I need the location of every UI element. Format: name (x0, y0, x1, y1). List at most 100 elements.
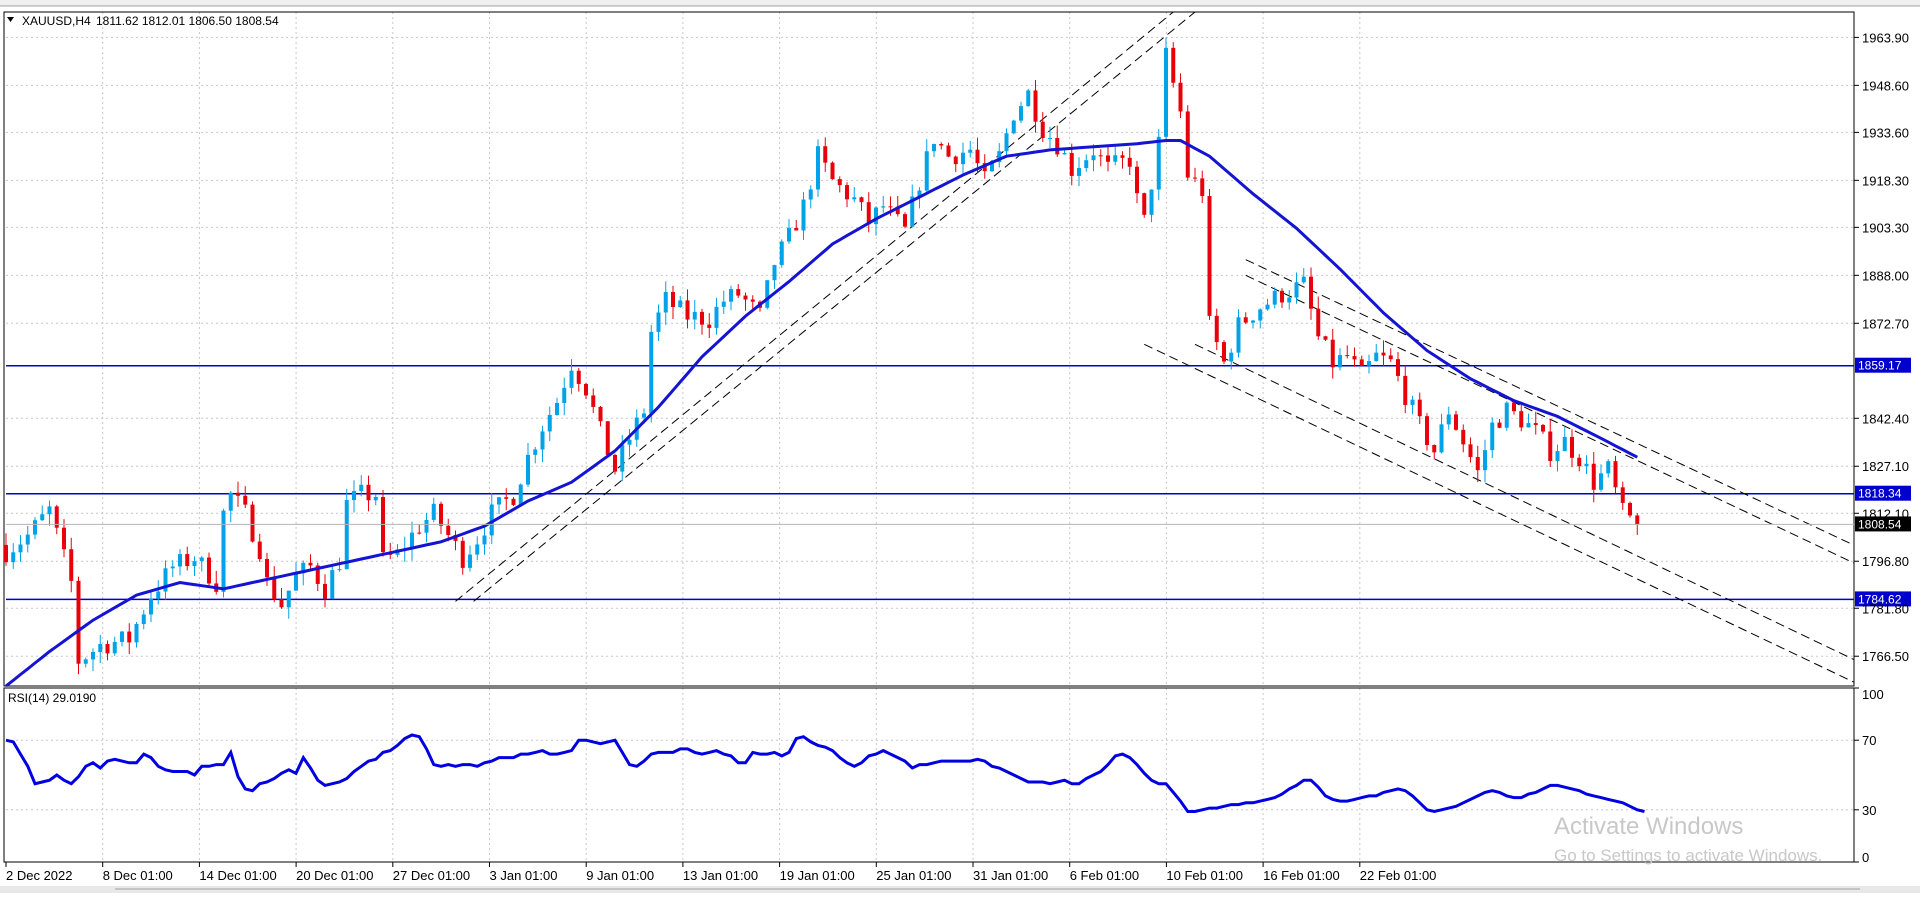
candle-body (852, 197, 856, 199)
candle-body (352, 491, 356, 500)
candle-body (113, 642, 117, 653)
candle-body (1302, 277, 1306, 283)
price-axis[interactable]: 1963.901948.601933.601918.301903.301888.… (1854, 30, 1909, 664)
candle-body (1519, 411, 1523, 427)
candle-body (1353, 356, 1357, 359)
candle-body (606, 421, 610, 455)
candle-body (309, 563, 313, 566)
rsi-tick-label: 70 (1862, 733, 1876, 748)
candle-body (1063, 153, 1067, 154)
candle-body (11, 552, 15, 562)
candle-body (120, 632, 124, 642)
candle-body (243, 496, 247, 505)
candle-body (1128, 158, 1132, 167)
level-label: 1859.17 (1858, 359, 1902, 373)
candle-body (504, 497, 508, 499)
trend-line[interactable] (1246, 260, 1920, 677)
candle-body (1498, 423, 1502, 428)
candle-body (40, 514, 44, 520)
candle-body (657, 312, 661, 331)
candle-body (1070, 153, 1074, 176)
candle-body (483, 535, 487, 544)
candle-body (1150, 190, 1154, 215)
candle-body (1055, 138, 1059, 154)
trend-line[interactable] (1246, 275, 1920, 695)
candle-body (77, 581, 81, 664)
candle-body (1331, 340, 1335, 368)
candle-body (1628, 503, 1632, 516)
candle-body (251, 505, 255, 542)
candle-body (338, 569, 342, 570)
candle-body (280, 599, 284, 607)
candle-body (1012, 121, 1016, 134)
candle-body (1193, 178, 1197, 179)
candle-body (446, 526, 450, 535)
time-tick-label: 10 Feb 01:00 (1166, 868, 1243, 883)
time-tick-label: 9 Jan 01:00 (586, 868, 654, 883)
candle-body (1635, 515, 1639, 524)
triangle-down-icon[interactable] (7, 17, 14, 22)
price-tick-label: 1948.60 (1862, 78, 1909, 93)
candle-body (1403, 376, 1407, 405)
candle-body (1360, 359, 1364, 365)
candle-body (135, 624, 139, 642)
candle-body (787, 228, 791, 242)
candle-body (838, 179, 842, 185)
candle-body (1440, 424, 1444, 452)
candle-body (468, 555, 472, 568)
candle-body (831, 163, 835, 179)
time-tick-label: 16 Feb 01:00 (1263, 868, 1340, 883)
trend-line[interactable] (1195, 344, 1909, 686)
candle-body (562, 388, 566, 403)
candle-body (533, 450, 537, 455)
candle-body (1345, 355, 1349, 356)
candle-body (1048, 138, 1052, 139)
price-tick-label: 1872.70 (1862, 316, 1909, 331)
candle-body (823, 146, 827, 162)
candle-body (1606, 461, 1610, 473)
candle-body (1621, 487, 1625, 503)
candle-body (1019, 106, 1023, 121)
activate-windows-title: Activate Windows (1554, 813, 1743, 840)
candle-body (1454, 414, 1458, 429)
candle-body (816, 146, 820, 189)
candle-body (367, 485, 371, 500)
candle-body (1570, 437, 1574, 458)
rsi-title: RSI(14) 29.0190 (8, 691, 96, 705)
candle-body (932, 144, 936, 151)
candle-body (802, 200, 806, 231)
candle-body (881, 206, 885, 207)
trend-line[interactable] (456, 12, 1174, 601)
candle-body (207, 558, 211, 584)
candle-body (584, 384, 588, 395)
candle-body (874, 208, 878, 225)
time-tick-label: 3 Jan 01:00 (490, 868, 558, 883)
price-tick-label: 1766.50 (1862, 649, 1909, 664)
tab-strip (0, 0, 1920, 6)
candle-body (127, 632, 131, 643)
candle-body (1483, 450, 1487, 470)
candle-body (693, 312, 697, 320)
level-label: 1818.34 (1858, 487, 1902, 501)
time-tick-label: 31 Jan 01:00 (973, 868, 1048, 883)
candle-body (1099, 155, 1103, 156)
candle-body (193, 561, 197, 566)
candle-body (1026, 90, 1030, 106)
candle-body (33, 520, 37, 534)
candle-body (860, 197, 864, 202)
candle-body (98, 644, 102, 652)
candle-body (1389, 355, 1393, 359)
candle-body (649, 332, 653, 414)
candle-body (1287, 298, 1291, 303)
time-tick-label: 22 Feb 01:00 (1360, 868, 1437, 883)
candle-body (178, 554, 182, 566)
candle-body (889, 206, 893, 207)
candle-body (642, 413, 646, 417)
rsi-tick-label: 0 (1862, 850, 1869, 865)
candle-body (809, 189, 813, 199)
candle-body (700, 312, 704, 325)
